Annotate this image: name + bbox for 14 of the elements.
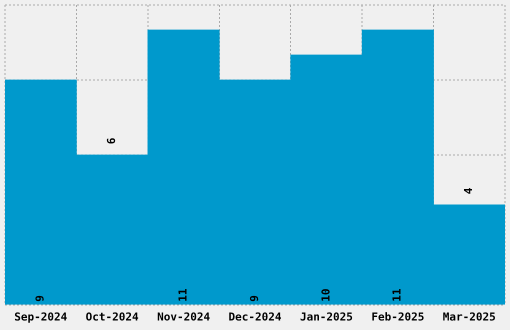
data-label: 9 <box>34 295 47 302</box>
data-label: 9 <box>248 295 261 302</box>
x-tick-label: Dec-2024 <box>228 310 282 324</box>
x-tick-label: Nov-2024 <box>157 310 210 324</box>
data-label: 4 <box>462 187 476 194</box>
x-tick-label: Feb-2025 <box>371 310 424 324</box>
data-label: 6 <box>105 137 118 144</box>
x-tick-label: Sep-2024 <box>14 310 68 324</box>
x-tick-label: Oct-2024 <box>86 310 140 324</box>
x-tick-label: Mar-2025 <box>442 310 496 324</box>
x-tick-label: Jan-2025 <box>300 310 353 324</box>
data-label: 10 <box>319 288 332 302</box>
data-label: 11 <box>176 288 190 302</box>
data-label: 11 <box>390 288 404 302</box>
